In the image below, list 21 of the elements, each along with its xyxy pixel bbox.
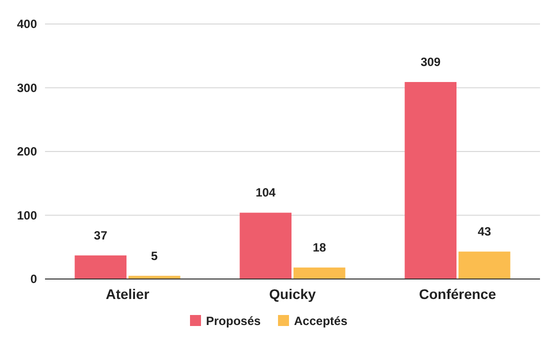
data-label: 37: [94, 228, 108, 242]
bar: [404, 82, 456, 279]
y-tick-label: 300: [16, 80, 38, 95]
legend-label: Proposés: [206, 314, 262, 328]
x-tick-label: Atelier: [106, 286, 150, 302]
y-tick-label: 200: [16, 144, 38, 159]
data-label: 43: [478, 224, 492, 239]
data-label: 18: [312, 240, 326, 255]
data-label: 309: [420, 55, 441, 70]
data-label: 104: [256, 186, 276, 200]
x-tick-label: Quicky: [269, 286, 316, 302]
y-tick-label: 400: [16, 17, 38, 32]
y-tick-label: 100: [16, 208, 38, 222]
data-label: 5: [151, 248, 158, 263]
legend-label: Acceptés: [294, 314, 348, 328]
bar: [458, 252, 510, 279]
bar: [240, 212, 292, 279]
y-tick-label: 0: [30, 272, 38, 286]
bar: [294, 268, 346, 279]
bar: [74, 255, 126, 279]
x-tick-label: Conférence: [418, 286, 496, 302]
